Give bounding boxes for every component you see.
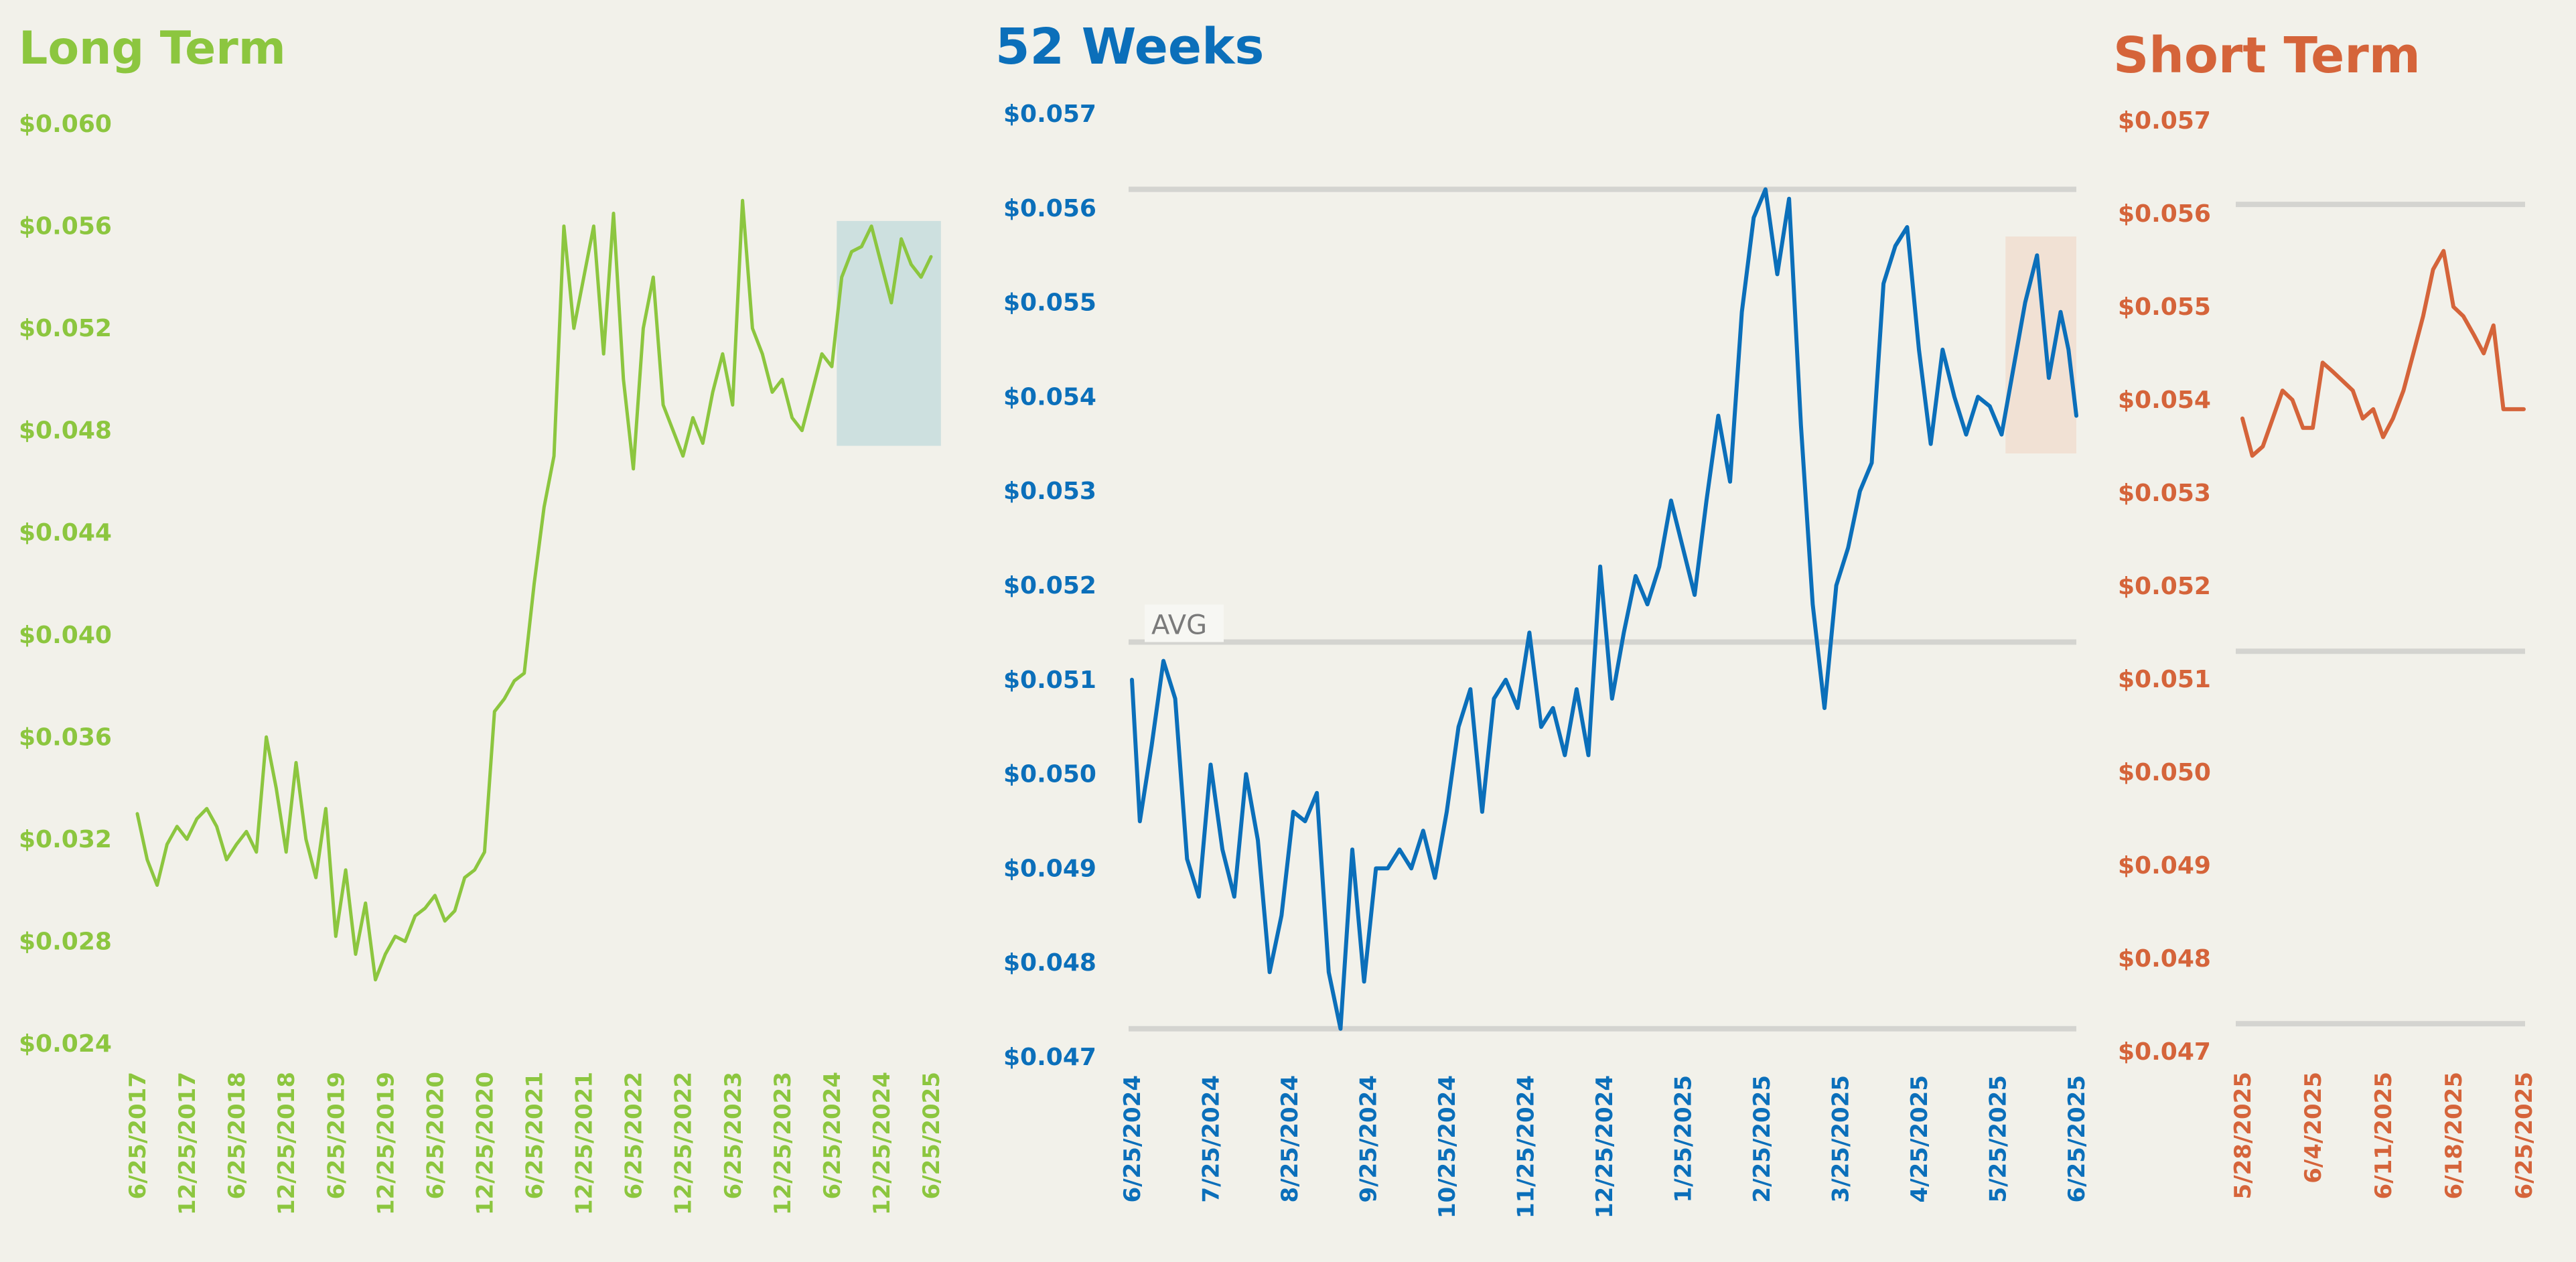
y-tick-label-0-3: $0.048 — [19, 417, 112, 445]
avg-label-box — [1145, 604, 1224, 642]
x-tick-label-0-5: 12/25/2019 — [372, 1072, 399, 1215]
x-tick-label-1-11: 5/25/2025 — [1985, 1075, 2012, 1202]
x-tick-label-0-0: 6/25/2017 — [125, 1072, 151, 1199]
chart-title-1: 52 Weeks — [995, 18, 1264, 76]
y-tick-label-0-6: $0.036 — [19, 723, 112, 751]
y-tick-label-1-10: $0.047 — [1003, 1044, 1096, 1071]
x-tick-label-2-4: 6/25/2025 — [2511, 1072, 2538, 1199]
x-tick-label-0-10: 6/25/2022 — [621, 1072, 648, 1199]
x-tick-label-0-6: 6/25/2020 — [422, 1072, 449, 1199]
x-tick-label-1-9: 3/25/2025 — [1828, 1075, 1855, 1202]
x-tick-label-0-1: 12/25/2017 — [174, 1072, 201, 1215]
y-tick-label-0-4: $0.044 — [19, 519, 112, 547]
y-tick-label-2-6: $0.051 — [2118, 666, 2211, 693]
y-tick-label-2-1: $0.056 — [2118, 200, 2211, 228]
x-tick-label-1-4: 10/25/2024 — [1434, 1075, 1461, 1218]
y-tick-label-2-2: $0.055 — [2118, 293, 2211, 321]
y-tick-label-1-8: $0.049 — [1003, 855, 1096, 882]
y-tick-label-0-1: $0.056 — [19, 213, 112, 240]
y-tick-label-0-0: $0.060 — [19, 111, 112, 138]
x-tick-label-2-1: 6/4/2025 — [2300, 1072, 2327, 1184]
x-tick-label-0-13: 12/25/2023 — [770, 1072, 796, 1215]
y-tick-label-1-9: $0.048 — [1003, 949, 1096, 977]
x-tick-label-0-4: 6/25/2019 — [323, 1072, 350, 1199]
x-tick-label-1-1: 7/25/2024 — [1198, 1075, 1225, 1202]
series-line-2 — [2240, 249, 2526, 458]
x-tick-label-1-6: 12/25/2024 — [1591, 1075, 1618, 1218]
x-tick-label-0-16: 6/25/2025 — [918, 1072, 945, 1199]
x-tick-label-0-12: 6/25/2023 — [720, 1072, 747, 1199]
y-tick-label-2-4: $0.053 — [2118, 480, 2211, 507]
x-tick-label-1-2: 8/25/2024 — [1277, 1075, 1303, 1202]
y-tick-label-0-9: $0.024 — [19, 1030, 112, 1058]
panel-short-term — [2083, 1, 2575, 1261]
y-tick-label-0-8: $0.028 — [19, 928, 112, 955]
y-tick-label-1-4: $0.053 — [1003, 478, 1096, 505]
y-tick-label-2-8: $0.049 — [2118, 852, 2211, 880]
x-tick-label-2-2: 6/11/2025 — [2370, 1072, 2397, 1199]
x-tick-label-1-5: 11/25/2024 — [1513, 1075, 1540, 1218]
y-tick-label-0-5: $0.040 — [19, 622, 112, 649]
y-tick-label-1-5: $0.052 — [1003, 572, 1096, 600]
y-tick-label-2-7: $0.050 — [2118, 759, 2211, 786]
series-line-1 — [1130, 187, 2078, 1031]
y-tick-label-2-3: $0.054 — [2118, 387, 2211, 414]
avg-label: AVG — [1151, 610, 1207, 640]
y-tick-label-1-0: $0.057 — [1003, 100, 1096, 128]
y-tick-label-1-3: $0.054 — [1003, 383, 1096, 411]
x-tick-label-1-8: 2/25/2025 — [1749, 1075, 1776, 1202]
x-tick-label-1-0: 6/25/2024 — [1119, 1075, 1146, 1202]
y-tick-label-0-2: $0.052 — [19, 315, 112, 342]
y-tick-label-2-5: $0.052 — [2118, 573, 2211, 600]
highlight-region-0 — [837, 220, 941, 446]
y-tick-label-2-10: $0.047 — [2118, 1038, 2211, 1066]
x-tick-label-2-0: 5/28/2025 — [2230, 1072, 2257, 1199]
panel-long-term — [1, 1, 966, 1261]
x-tick-label-0-15: 12/25/2024 — [869, 1072, 896, 1215]
y-tick-label-1-1: $0.056 — [1003, 195, 1096, 222]
y-tick-label-1-2: $0.055 — [1003, 289, 1096, 317]
x-tick-label-1-7: 1/25/2025 — [1670, 1075, 1697, 1202]
chart-title-2: Short Term — [2113, 27, 2421, 84]
x-tick-label-1-12: 6/25/2025 — [2064, 1075, 2090, 1202]
y-tick-label-1-6: $0.051 — [1003, 667, 1096, 694]
y-tick-label-2-9: $0.048 — [2118, 945, 2211, 973]
x-tick-label-0-7: 12/25/2020 — [472, 1072, 498, 1215]
x-tick-label-1-10: 4/25/2025 — [1906, 1075, 1933, 1202]
x-tick-label-0-11: 12/25/2022 — [670, 1072, 697, 1215]
y-tick-label-2-0: $0.057 — [2118, 107, 2211, 135]
x-tick-label-1-3: 9/25/2024 — [1356, 1075, 1382, 1202]
y-tick-label-0-7: $0.032 — [19, 826, 112, 853]
x-tick-label-0-14: 6/25/2024 — [819, 1072, 846, 1199]
y-tick-label-1-7: $0.050 — [1003, 761, 1096, 788]
x-tick-label-0-3: 12/25/2018 — [273, 1072, 300, 1215]
x-tick-label-2-3: 6/18/2025 — [2441, 1072, 2467, 1199]
series-line-0 — [135, 198, 933, 982]
x-tick-label-0-2: 6/25/2018 — [224, 1072, 251, 1199]
chart-title-0: Long Term — [19, 22, 286, 75]
x-tick-label-0-8: 6/25/2021 — [522, 1072, 549, 1199]
x-tick-label-0-9: 12/25/2021 — [571, 1072, 598, 1215]
